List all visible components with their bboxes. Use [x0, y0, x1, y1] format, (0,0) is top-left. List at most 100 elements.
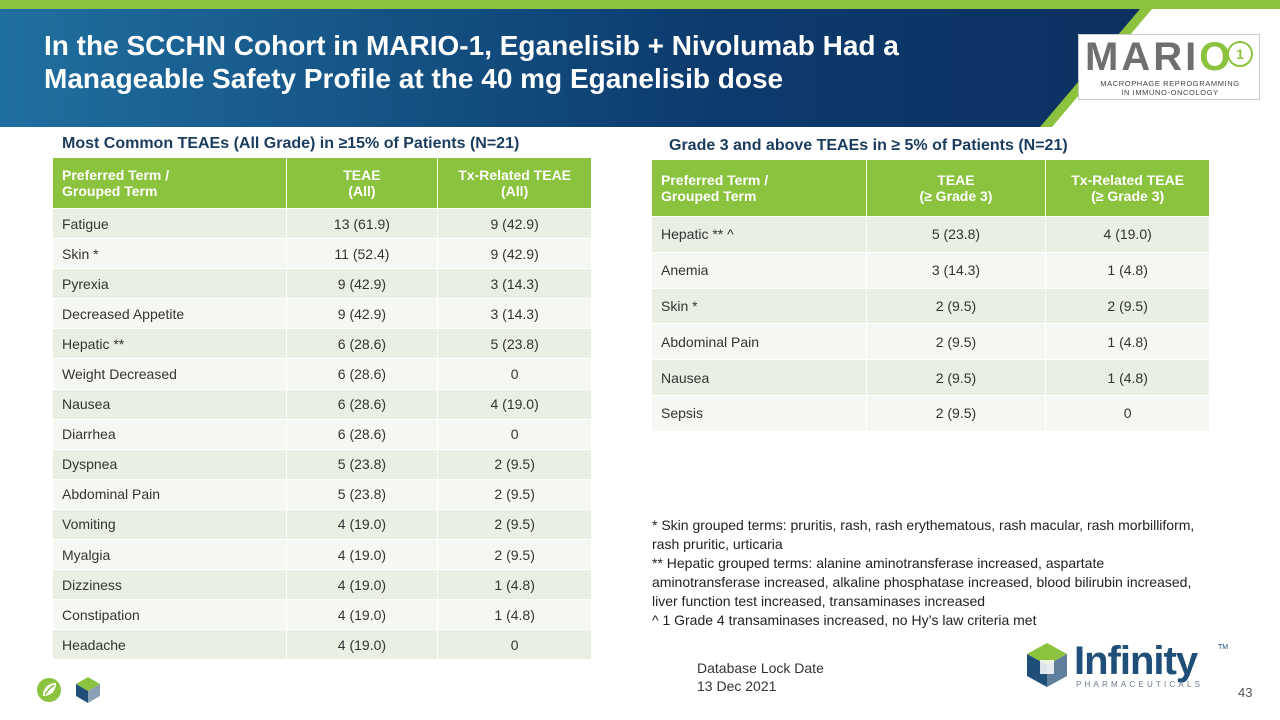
cell-tx-related: 5 (23.8) — [437, 328, 592, 360]
cell-tx-related: 9 (42.9) — [437, 238, 592, 270]
cell-teae: 2 (9.5) — [865, 323, 1047, 361]
cell-term: Vomiting — [52, 508, 287, 541]
cell-term: Fatigue — [52, 207, 287, 240]
cell-tx-related: 4 (19.0) — [437, 388, 592, 420]
cell-teae: 13 (61.9) — [285, 207, 439, 240]
table-row: Weight Decreased 6 (28.6) 0 — [52, 358, 592, 390]
table-row: Vomiting 4 (19.0) 2 (9.5) — [52, 508, 592, 541]
lock-date-label: Database Lock Date — [697, 660, 824, 676]
infinity-logo-name: Infinity — [1074, 639, 1198, 683]
cell-teae: 9 (42.9) — [285, 298, 439, 330]
cell-tx-related: 1 (4.8) — [1045, 251, 1210, 289]
table-row: Diarrhea 6 (28.6) 0 — [52, 418, 592, 450]
cell-tx-related: 0 — [1045, 394, 1210, 432]
table-row: Dizziness 4 (19.0) 1 (4.8) — [52, 569, 592, 601]
cell-tx-related: 2 (9.5) — [437, 508, 592, 541]
infinity-logo: Infinity TM PHARMACEUTICALS — [1022, 640, 1232, 692]
grade3-teae-table: Preferred Term / Grouped Term TEAE (≥ Grad… — [651, 159, 1210, 432]
cell-teae: 2 (9.5) — [865, 394, 1047, 432]
footnote-hepatic: ** Hepatic grouped terms: alanine aminot… — [652, 555, 1192, 609]
cell-teae: 6 (28.6) — [285, 388, 439, 420]
header-term: Preferred Term / Grouped Term — [651, 159, 867, 217]
table-row: Pyrexia 9 (42.9) 3 (14.3) — [52, 268, 592, 300]
cell-teae: 6 (28.6) — [285, 358, 439, 390]
table-row: Hepatic ** ^ 5 (23.8) 4 (19.0) — [651, 216, 1210, 253]
cell-term: Decreased Appetite — [52, 298, 287, 330]
cell-term: Skin * — [52, 238, 287, 270]
table-row: Skin * 2 (9.5) 2 (9.5) — [651, 287, 1210, 325]
cell-term: Hepatic ** — [52, 328, 287, 360]
cell-term: Dyspnea — [52, 448, 287, 480]
cell-tx-related: 2 (9.5) — [437, 478, 592, 510]
cell-tx-related: 3 (14.3) — [437, 268, 592, 300]
table-row: Myalgia 4 (19.0) 2 (9.5) — [52, 539, 592, 571]
cell-tx-related: 0 — [437, 358, 592, 390]
cell-term: Dizziness — [52, 569, 287, 601]
cell-term: Headache — [52, 629, 287, 661]
table-row: Nausea 2 (9.5) 1 (4.8) — [651, 359, 1210, 396]
cell-teae: 9 (42.9) — [285, 268, 439, 300]
mario-logo-tagline: MACROPHAGE REPROGRAMMING IN IMMUNO-ONCOL… — [1100, 79, 1240, 97]
footnote-skin: * Skin grouped terms: pruritis, rash, ra… — [652, 517, 1195, 552]
cube-icon — [76, 677, 100, 703]
all-grade-teae-table: Preferred Term / Grouped Term TEAE (All) T… — [52, 157, 592, 661]
table-row: Decreased Appetite 9 (42.9) 3 (14.3) — [52, 298, 592, 330]
footnote-caret: ^ 1 Grade 4 transaminases increased, no … — [652, 612, 1037, 628]
cell-teae: 11 (52.4) — [285, 238, 439, 270]
cell-term: Abdominal Pain — [651, 323, 867, 361]
table-header-row: Preferred Term / Grouped Term TEAE (All) T… — [52, 157, 592, 209]
cell-term: Hepatic ** ^ — [651, 216, 867, 253]
infinity-logo-subtitle: PHARMACEUTICALS — [1076, 680, 1204, 689]
header-teae: TEAE (All) — [285, 157, 439, 209]
cell-term: Pyrexia — [52, 268, 287, 300]
header-term: Preferred Term / Grouped Term — [52, 157, 287, 209]
table-row: Headache 4 (19.0) 0 — [52, 629, 592, 661]
cell-tx-related: 1 (4.8) — [437, 569, 592, 601]
infinity-cube-icon — [1027, 643, 1067, 687]
right-table-title: Grade 3 and above TEAEs in ≥ 5% of Patie… — [669, 137, 1068, 154]
table-row: Anemia 3 (14.3) 1 (4.8) — [651, 251, 1210, 289]
cell-term: Nausea — [52, 388, 287, 420]
footnotes: * Skin grouped terms: pruritis, rash, ra… — [652, 516, 1212, 630]
cell-tx-related: 2 (9.5) — [1045, 287, 1210, 325]
cell-tx-related: 1 (4.8) — [1045, 359, 1210, 396]
header-tx-related: Tx-Related TEAE (≥ Grade 3) — [1045, 159, 1210, 217]
cell-tx-related: 1 (4.8) — [1045, 323, 1210, 361]
table-row: Skin * 11 (52.4) 9 (42.9) — [52, 238, 592, 270]
cell-tx-related: 2 (9.5) — [437, 539, 592, 571]
cell-teae: 5 (23.8) — [865, 216, 1047, 253]
cell-term: Diarrhea — [52, 418, 287, 450]
left-table-title: Most Common TEAEs (All Grade) in ≥15% of… — [62, 135, 520, 152]
page-number: 43 — [1238, 685, 1253, 700]
mario-logo: MARIO 1 MACROPHAGE REPROGRAMMING IN IMMU… — [1078, 34, 1260, 100]
database-lock-date: Database Lock Date 13 Dec 2021 — [697, 659, 824, 695]
cell-term: Nausea — [651, 359, 867, 396]
cell-tx-related: 1 (4.8) — [437, 599, 592, 631]
leaf-circle-icon — [37, 678, 61, 702]
table-row: Abdominal Pain 2 (9.5) 1 (4.8) — [651, 323, 1210, 361]
table-header-row: Preferred Term / Grouped Term TEAE (≥ Grad… — [651, 159, 1210, 217]
infinity-logo-tm: TM — [1218, 644, 1229, 651]
slide-title: In the SCCHN Cohort in MARIO-1, Eganelis… — [44, 29, 1044, 95]
cell-term: Anemia — [651, 251, 867, 289]
cell-tx-related: 3 (14.3) — [437, 298, 592, 330]
lock-date-value: 13 Dec 2021 — [697, 678, 777, 694]
header-teae: TEAE (≥ Grade 3) — [865, 159, 1047, 217]
cell-teae: 2 (9.5) — [865, 287, 1047, 325]
table-row: Constipation 4 (19.0) 1 (4.8) — [52, 599, 592, 631]
cell-term: Constipation — [52, 599, 287, 631]
mario-logo-word: MARIO — [1085, 35, 1234, 79]
table-row: Abdominal Pain 5 (23.8) 2 (9.5) — [52, 478, 592, 510]
cell-term: Weight Decreased — [52, 358, 287, 390]
cell-teae: 4 (19.0) — [285, 508, 439, 541]
cell-teae: 3 (14.3) — [865, 251, 1047, 289]
cell-tx-related: 2 (9.5) — [437, 448, 592, 480]
mario-logo-badge: 1 — [1227, 41, 1253, 67]
cell-teae: 2 (9.5) — [865, 359, 1047, 396]
table-row: Hepatic ** 6 (28.6) 5 (23.8) — [52, 328, 592, 360]
cell-term: Abdominal Pain — [52, 478, 287, 510]
table-row: Nausea 6 (28.6) 4 (19.0) — [52, 388, 592, 420]
top-accent-stripe — [0, 0, 1280, 9]
cell-term: Myalgia — [52, 539, 287, 571]
table-row: Sepsis 2 (9.5) 0 — [651, 394, 1210, 432]
